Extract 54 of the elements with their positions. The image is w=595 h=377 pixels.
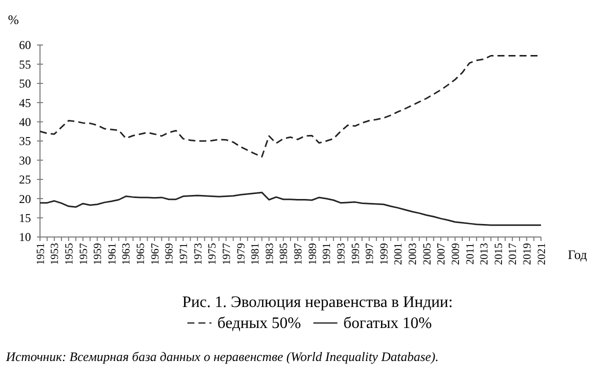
x-tick-label: 2015 <box>492 242 505 265</box>
x-tick-label: 1975 <box>206 242 219 265</box>
x-tick-label: 1995 <box>350 242 362 265</box>
x-tick-label: 1985 <box>278 242 290 265</box>
x-tick-label: 1963 <box>120 242 133 265</box>
y-axis-title: % <box>8 12 19 27</box>
x-tick-label: 1979 <box>235 242 248 265</box>
x-tick-label: 1981 <box>250 243 262 265</box>
x-tick-label: 1955 <box>63 242 76 265</box>
y-tick-label: 15 <box>19 211 31 225</box>
y-tick-label: 60 <box>19 38 31 52</box>
x-tick-label: 2019 <box>522 242 534 265</box>
x-tick-label: 1953 <box>49 242 62 265</box>
x-tick-label: 1987 <box>292 242 305 265</box>
x-tick-label: 2001 <box>392 243 405 265</box>
x-tick-label: 1989 <box>306 242 319 265</box>
x-tick-label: 2003 <box>407 242 420 265</box>
x-tick-label: 1993 <box>335 242 348 265</box>
text: Рис. 1. Эволюция неравенства в Индии: <box>182 294 453 311</box>
x-tick-label: 2005 <box>421 242 434 265</box>
x-tick-label: 2021 <box>536 243 548 265</box>
x-tick-label: 2009 <box>450 242 462 265</box>
x-tick-label: 1997 <box>364 242 376 265</box>
y-tick-label: 20 <box>19 192 31 206</box>
text: Источник: Всемирная база данных о неравенстве (World Inequality Database). <box>5 349 439 364</box>
y-tick-label: 35 <box>19 134 31 148</box>
x-tick-label: 1983 <box>264 242 276 265</box>
x-tick-label: 2007 <box>436 242 448 265</box>
x-tick-label: 1999 <box>378 242 390 265</box>
legend-label: богатых 10% <box>343 315 432 332</box>
legend-label: бедных 50% <box>217 315 302 332</box>
x-tick-label: 1951 <box>34 243 47 265</box>
x-tick-label: 2013 <box>478 242 491 265</box>
x-tick-label: 1991 <box>321 243 334 265</box>
x-tick-label: 1969 <box>164 242 176 265</box>
x-tick-label: 2011 <box>464 243 476 265</box>
line-series <box>39 192 542 226</box>
y-tick-label: 55 <box>19 57 31 72</box>
y-tick-label: 10 <box>19 230 31 244</box>
x-tick-label: 1971 <box>178 243 190 265</box>
x-tick-label: 1967 <box>149 242 162 265</box>
x-tick-label: 1977 <box>220 242 233 265</box>
x-tick-label: 1965 <box>135 242 148 265</box>
y-tick-label: 25 <box>19 172 31 187</box>
y-tick-label: 30 <box>19 153 31 168</box>
x-tick-label: 1973 <box>192 242 204 265</box>
x-tick-label: 1957 <box>78 242 90 265</box>
y-tick-label: 50 <box>19 76 31 91</box>
y-tick-label: 40 <box>19 115 31 129</box>
x-tick-label: 2017 <box>507 242 520 265</box>
x-tick-label: 1959 <box>92 242 104 265</box>
x-tick-label: 1961 <box>106 243 118 265</box>
y-tick-label: 45 <box>19 96 31 110</box>
x-axis-title: Год <box>568 247 588 262</box>
